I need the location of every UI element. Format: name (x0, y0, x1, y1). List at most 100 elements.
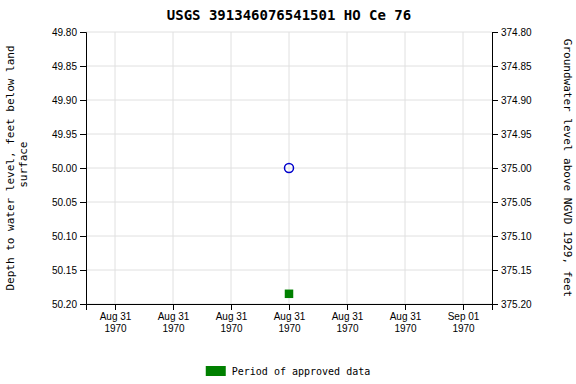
y2-tick: 375.05 (492, 197, 532, 208)
grid-line (86, 100, 492, 101)
chart: Aug 311970Aug 311970Aug 311970Aug 311970… (0, 0, 576, 384)
tick-label: Aug 311970 (100, 311, 132, 334)
y-tick: 50.05 (52, 197, 86, 208)
tick-mark (347, 304, 348, 310)
point (285, 164, 294, 173)
y2-tick: 374.95 (492, 129, 532, 140)
tick-mark (492, 168, 498, 169)
grid-line (86, 236, 492, 237)
grid-line (86, 66, 492, 67)
x-tick: Aug 311970 (390, 304, 422, 334)
tick-label: 375.10 (501, 231, 532, 242)
point (286, 290, 293, 297)
tick-mark (463, 304, 464, 310)
tick-label: 375.05 (501, 197, 532, 208)
tick-mark (80, 32, 86, 33)
y-tick: 49.90 (52, 95, 86, 106)
y2-axis: 374.80 374.85 374.90 374.95 375.00 375.05 375.… (492, 27, 532, 310)
tick-label: 374.85 (501, 61, 532, 72)
tick-label: 49.95 (52, 129, 77, 140)
tick-label: 49.90 (52, 95, 77, 106)
grid-line (86, 270, 492, 271)
title: USGS 391346076541501 HO Ce 76 (167, 7, 411, 23)
y2-tick: 374.85 (492, 61, 532, 72)
tick-label: 374.90 (501, 95, 532, 106)
tick-mark (173, 304, 174, 310)
tick-label: 375.15 (501, 265, 532, 276)
grid-line (86, 134, 492, 135)
tick-label: Aug 311970 (158, 311, 190, 334)
x-tick: Aug 311970 (274, 304, 306, 334)
y2-axis-label-line: Groundwater level above NGVD 1929, feet (561, 39, 574, 297)
tick-mark (80, 168, 86, 169)
tick-mark (492, 304, 498, 305)
y2-tick: 375.15 (492, 265, 532, 276)
y-tick: 49.95 (52, 129, 86, 140)
y-tick: 49.85 (52, 61, 86, 72)
tick-mark (492, 236, 498, 237)
y-tick: 50.15 (52, 265, 86, 276)
tick-mark (80, 236, 86, 237)
tick-mark (492, 66, 498, 67)
tick-label: Aug 311970 (216, 311, 248, 334)
y-axis-label: Depth to water level, feet below land su… (4, 45, 30, 290)
tick-mark (80, 270, 86, 271)
tick-mark (80, 304, 86, 305)
tick-label-line: Aug 31 (216, 311, 248, 322)
legend-item: Period of approved data (206, 366, 370, 377)
tick-mark (80, 66, 86, 67)
grid-line (86, 168, 492, 169)
y-tick: 50.20 (52, 299, 86, 310)
tick-label: 50.05 (52, 197, 77, 208)
tick-mark (80, 202, 86, 203)
y2-tick: 374.90 (492, 95, 532, 106)
tick-label: Aug 311970 (274, 311, 306, 334)
tick-label-line: Aug 31 (332, 311, 364, 322)
tick-label: Aug 311970 (390, 311, 422, 334)
tick-label: 375.00 (501, 163, 532, 174)
x-axis: Aug 311970Aug 311970Aug 311970Aug 311970… (87, 304, 493, 334)
legend: Period of approved data (206, 366, 370, 377)
tick-mark (405, 304, 406, 310)
tick-label-line: 1970 (104, 323, 127, 334)
tick-label-line: Aug 31 (390, 311, 422, 322)
tick-label-line: 1970 (394, 323, 417, 334)
y2-tick: 375.20 (492, 299, 532, 310)
tick-mark (231, 304, 232, 310)
tick-mark (80, 134, 86, 135)
marks (285, 164, 294, 298)
grid-line (86, 202, 492, 203)
y-axis: 49.80 49.85 49.90 49.95 50.00 50.05 50.10 50.15… (52, 27, 87, 310)
y-tick: 50.00 (52, 163, 86, 174)
tick-label: 49.85 (52, 61, 77, 72)
y2-tick: 375.10 (492, 231, 532, 242)
tick-label: 49.80 (52, 27, 77, 38)
tick-label: 374.80 (501, 27, 532, 38)
tick-mark (492, 32, 498, 33)
tick-mark (492, 202, 498, 203)
y2-tick: 375.00 (492, 163, 532, 174)
tick-label-line: Aug 31 (274, 311, 306, 322)
axis-line (493, 33, 499, 305)
legend-swatch (206, 366, 226, 376)
grid-line (86, 32, 492, 33)
tick-label-line: 1970 (336, 323, 359, 334)
x-tick: Aug 311970 (332, 304, 364, 334)
axis-line (80, 33, 87, 305)
y-tick: 49.80 (52, 27, 86, 38)
tick-label: 50.00 (52, 163, 77, 174)
tick-mark (492, 100, 498, 101)
y-tick: 50.10 (52, 231, 86, 242)
x-tick: Sep 011970 (448, 304, 480, 334)
tick-label-line: Aug 31 (100, 311, 132, 322)
tick-mark (115, 304, 116, 310)
y2-tick: 374.80 (492, 27, 532, 38)
tick-label: 50.15 (52, 265, 77, 276)
tick-mark (492, 270, 498, 271)
legend-label: Period of approved data (232, 366, 370, 377)
tick-label-line: 1970 (452, 323, 475, 334)
y2-axis-label: Groundwater level above NGVD 1929, feet (561, 39, 574, 297)
tick-label-line: 1970 (220, 323, 243, 334)
tick-label: 374.95 (501, 129, 532, 140)
x-tick: Aug 311970 (100, 304, 132, 334)
